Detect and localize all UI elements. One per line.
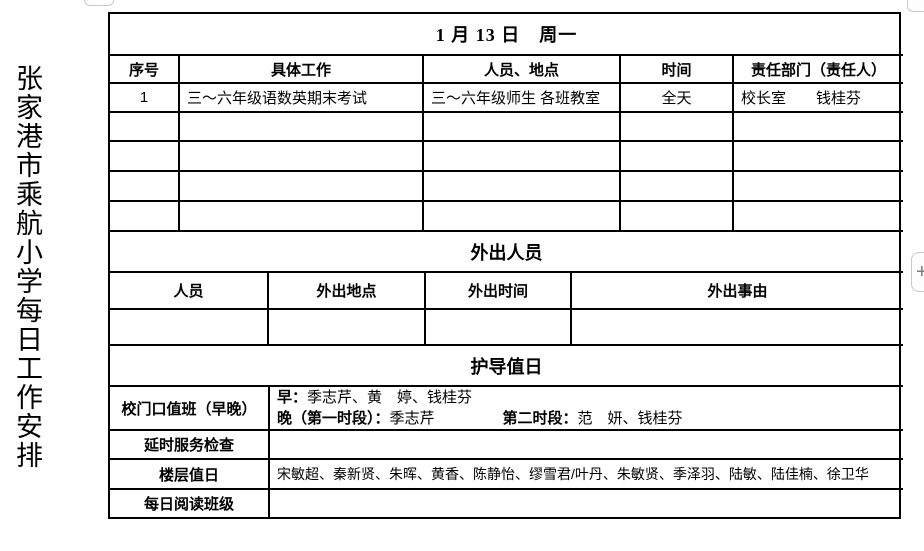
vertical-page-title: 张家港市乘航小学每日工作安排 (12, 64, 42, 470)
cell-department (733, 171, 904, 202)
cell-work: 三～六年级语数英期末考试 (179, 83, 424, 113)
floor-duty-value: 宋敏超、秦新贤、朱晖、黄香、陈静怡、缪雪君/叶丹、朱敏贤、季泽羽、陆敏、陆佳楠、… (269, 459, 903, 490)
table-row (110, 141, 904, 172)
evening-label: 晚（第一时段）： (277, 410, 390, 427)
cell-no (110, 112, 180, 142)
floating-button-top-left[interactable] (84, 0, 114, 6)
cell-people-place: 三～六年级师生 各班教室 (423, 83, 621, 113)
table-row: 延时服务检查 (110, 430, 903, 460)
col-header-work: 具体工作 (179, 55, 424, 84)
cell-person (110, 309, 269, 346)
gate-duty-morning-line: 早：季志芹、黄 婷、钱桂芬 (277, 387, 903, 408)
gate-duty-value: 早：季志芹、黄 婷、钱桂芬 晚（第一时段）：季志芹 第二时段：范 妍、钱桂芬 (269, 386, 903, 431)
gate-duty-label: 校门口值班（早晚） (110, 386, 270, 431)
morning-names: 季志芹、黄 婷、钱桂芬 (307, 389, 473, 406)
col-header-out-time: 外出时间 (425, 272, 572, 310)
cell-work (179, 112, 424, 142)
floating-button-top-right[interactable] (907, 0, 924, 12)
cell-people-place (423, 112, 621, 142)
table-row (110, 171, 904, 202)
cell-department (733, 112, 904, 142)
table-row: 每日阅读班级 (110, 489, 903, 517)
cell-department: 校长室 钱桂芬 (733, 83, 904, 113)
cell-department (733, 141, 904, 172)
add-button[interactable]: + (911, 252, 924, 292)
col-header-out-place: 外出地点 (268, 272, 426, 310)
cell-time (620, 112, 734, 142)
cell-out-reason (571, 309, 903, 346)
morning-label: 早： (277, 389, 308, 406)
cell-out-place (268, 309, 426, 346)
cell-time: 全天 (620, 83, 734, 113)
cell-work (179, 141, 424, 172)
table-row (110, 201, 904, 232)
cell-out-time (425, 309, 572, 346)
cell-people-place (423, 141, 621, 172)
second-slot-names: 范 妍、钱桂芬 (577, 410, 683, 427)
cell-no (110, 141, 180, 172)
floor-duty-label: 楼层值日 (110, 459, 270, 490)
outgoing-section-title: 外出人员 (110, 232, 903, 273)
daily-reading-label: 每日阅读班级 (110, 489, 270, 517)
table-row: 楼层值日 宋敏超、秦新贤、朱晖、黄香、陈静怡、缪雪君/叶丹、朱敏贤、季泽羽、陆敏… (110, 459, 903, 490)
col-header-person: 人员 (110, 272, 269, 310)
col-header-no: 序号 (110, 55, 180, 84)
cell-time (620, 201, 734, 232)
gate-duty-evening-line: 晚（第一时段）：季志芹 第二时段：范 妍、钱桂芬 (277, 408, 903, 428)
main-schedule-table: 1 月 13 日 周一 序号 具体工作 人员、地点 时间 责任部门（责任人） 1… (110, 14, 904, 232)
delay-check-value (269, 430, 903, 460)
outgoing-table: 外出人员 人员 外出地点 外出时间 外出事由 (110, 232, 903, 346)
cell-people-place (423, 171, 621, 202)
delay-check-label: 延时服务检查 (110, 430, 270, 460)
cell-no (110, 201, 180, 232)
col-header-time: 时间 (620, 55, 734, 84)
cell-people-place (423, 201, 621, 232)
duty-section-title: 护导值日 (110, 346, 903, 387)
cell-no (110, 171, 180, 202)
daily-schedule-sheet: 1 月 13 日 周一 序号 具体工作 人员、地点 时间 责任部门（责任人） 1… (108, 12, 904, 519)
cell-time (620, 141, 734, 172)
evening-names: 季志芹 (389, 410, 435, 427)
col-header-out-reason: 外出事由 (571, 272, 903, 310)
col-header-people-place: 人员、地点 (423, 55, 621, 84)
table-row: 校门口值班（早晚） 早：季志芹、黄 婷、钱桂芬 晚（第一时段）：季志芹 第二时段：… (110, 386, 903, 431)
cell-work (179, 201, 424, 232)
table-row (110, 112, 904, 142)
table-row (110, 309, 903, 346)
cell-no: 1 (110, 83, 180, 113)
plus-icon: + (916, 261, 924, 283)
cell-time (620, 171, 734, 202)
col-header-department: 责任部门（责任人） (733, 55, 904, 84)
duty-table: 护导值日 校门口值班（早晚） 早：季志芹、黄 婷、钱桂芬 晚（第一时段）：季志芹… (110, 346, 903, 517)
date-header: 1 月 13 日 周一 (110, 14, 904, 56)
daily-reading-value (269, 489, 903, 517)
cell-work (179, 171, 424, 202)
table-row: 1 三～六年级语数英期末考试 三～六年级师生 各班教室 全天 校长室 钱桂芬 (110, 83, 904, 113)
cell-department (733, 201, 904, 232)
second-slot-label: 第二时段： (502, 410, 578, 427)
